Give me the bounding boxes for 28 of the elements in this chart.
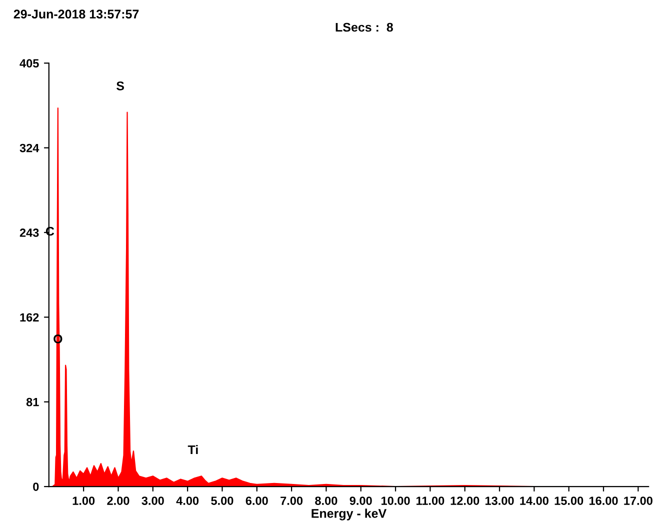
x-tick-label: 12.00: [450, 496, 480, 505]
x-tick-label: 1.00: [72, 496, 95, 505]
chart-title: 29-Jun-2018 13:57:57: [14, 10, 139, 19]
x-tick-label: 16.00: [589, 496, 618, 505]
x-tick-label: 8.00: [315, 496, 338, 505]
x-tick-label: 4.00: [176, 496, 199, 505]
x-tick-label: 9.00: [350, 496, 372, 505]
y-tick-label: 0: [33, 482, 39, 491]
x-tick-label: 2.00: [107, 496, 130, 505]
x-axis-title: Energy - keV: [312, 508, 387, 520]
x-tick-label: 15.00: [554, 496, 584, 505]
y-tick-label: 405: [20, 59, 39, 68]
annotation: Ti: [188, 445, 198, 454]
x-tick-label: 5.00: [211, 496, 234, 505]
x-tick-label: 7.00: [280, 496, 303, 505]
y-tick-label: 243: [20, 228, 39, 237]
x-tick-label: 17.00: [624, 496, 652, 505]
y-tick-label: 324: [20, 144, 40, 152]
y-tick-label: 81: [26, 398, 39, 406]
x-tick-label: 10.00: [382, 496, 410, 505]
y-tick-label: 162: [20, 313, 39, 322]
x-tick-label: 13.00: [485, 496, 514, 505]
x-tick-label: 6.00: [246, 496, 268, 505]
x-tick-label: 14.00: [520, 496, 548, 505]
x-tick-label: 3.00: [142, 496, 164, 505]
chart-subtitle: LSecs : 8: [336, 22, 393, 32]
x-tick-label: 11.00: [416, 496, 444, 505]
annotation: S: [116, 81, 124, 90]
